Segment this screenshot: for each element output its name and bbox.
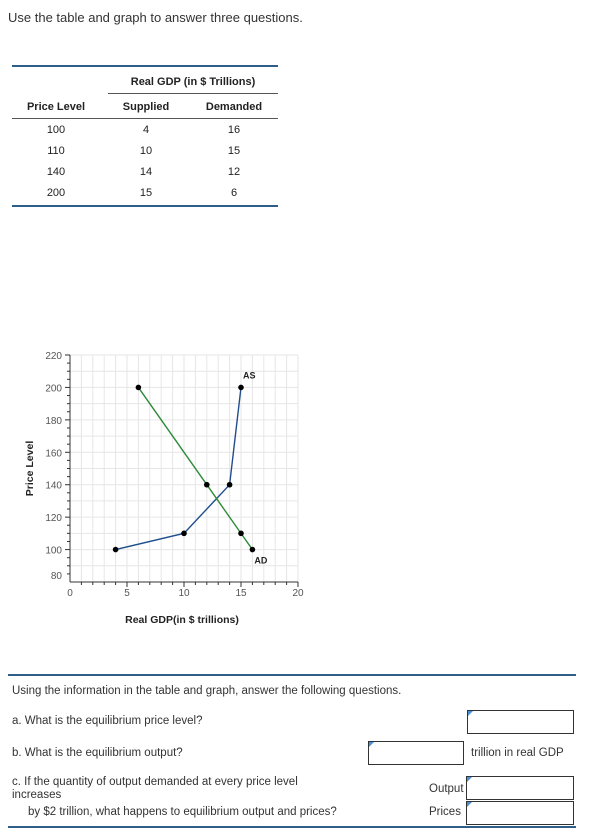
- table-cell: 10: [139, 145, 153, 157]
- question-c-line3: by $2 trillion, what happens to equilibr…: [28, 806, 337, 818]
- table-cell: 12: [227, 166, 241, 178]
- table-cell: 100: [46, 124, 66, 136]
- instructions-text: Use the table and graph to answer three …: [8, 10, 303, 25]
- as-point: [238, 384, 244, 391]
- table-cell: 6: [230, 187, 238, 199]
- x-tick-label: 10: [178, 588, 190, 599]
- y-axis-label: Price Level: [24, 441, 36, 497]
- x-axis-label: Real GDP(in $ trillions): [125, 614, 239, 626]
- ad-point: [135, 384, 142, 391]
- col-header-supplied: Supplied: [122, 101, 170, 113]
- table-cell: 14: [139, 166, 153, 178]
- question-c-line1: c. If the quantity of output demanded at…: [12, 776, 298, 788]
- table-group-rule: [108, 93, 278, 94]
- ad-point: [204, 481, 210, 488]
- x-tick-label: 20: [292, 588, 304, 599]
- ad-point: [238, 530, 244, 537]
- ad-curve-label: AD: [254, 556, 267, 566]
- question-a-text: a. What is the equilibrium price level?: [12, 715, 203, 727]
- as-point: [112, 546, 119, 553]
- table-cell: 15: [139, 187, 153, 199]
- table-cell: 200: [46, 187, 66, 199]
- prices-change-select[interactable]: [466, 801, 574, 825]
- as-curve: [115, 387, 242, 551]
- questions-bottom-rule: [8, 826, 576, 828]
- y-tick-label: 200: [45, 383, 62, 394]
- x-tick-label: 0: [67, 588, 73, 599]
- y-tick-label: 220: [45, 351, 62, 362]
- ad-point: [249, 546, 256, 553]
- table-group-header: Real GDP (in $ Trillions): [130, 76, 256, 88]
- equilibrium-output-input[interactable]: [368, 741, 464, 765]
- questions-intro: Using the information in the table and g…: [12, 685, 402, 697]
- table-cell: 110: [47, 145, 65, 157]
- question-c-line2: increases: [12, 789, 62, 801]
- table-bottom-rule: [12, 205, 278, 207]
- table-header-rule: [12, 118, 278, 119]
- questions-top-rule: [8, 674, 576, 676]
- table-cell: 15: [227, 145, 241, 157]
- table-cell: 16: [227, 124, 241, 136]
- col-header-price-level: Price Level: [26, 101, 86, 113]
- x-tick-label: 5: [124, 588, 130, 599]
- table-top-rule: [12, 65, 278, 67]
- x-tick-label: 15: [235, 588, 247, 599]
- y-tick-label: 120: [45, 513, 62, 524]
- prices-change-label: Prices: [429, 806, 461, 818]
- col-header-demanded: Demanded: [205, 101, 263, 113]
- y-tick-label: 140: [45, 481, 62, 492]
- equilibrium-price-input[interactable]: [467, 710, 574, 734]
- as-point: [226, 481, 233, 488]
- y-tick-label: 80: [51, 571, 63, 582]
- y-tick-label: 100: [45, 546, 62, 557]
- ad-curve: [137, 387, 253, 550]
- as-point: [181, 530, 187, 537]
- output-change-select[interactable]: [466, 776, 574, 800]
- table-cell: 4: [142, 124, 150, 136]
- question-b-text: b. What is the equilibrium output?: [12, 747, 183, 759]
- y-tick-label: 160: [45, 448, 62, 459]
- y-tick-label: 180: [45, 416, 62, 427]
- output-change-label: Output: [429, 783, 464, 795]
- table-cell: 140: [46, 166, 66, 178]
- as-curve-label: AS: [243, 370, 256, 380]
- output-unit-label: trillion in real GDP: [471, 747, 564, 759]
- as-ad-chart: 0 5 10 15 20 80 100 120 140 160 180 200 220 Real GDP(…: [24, 351, 304, 626]
